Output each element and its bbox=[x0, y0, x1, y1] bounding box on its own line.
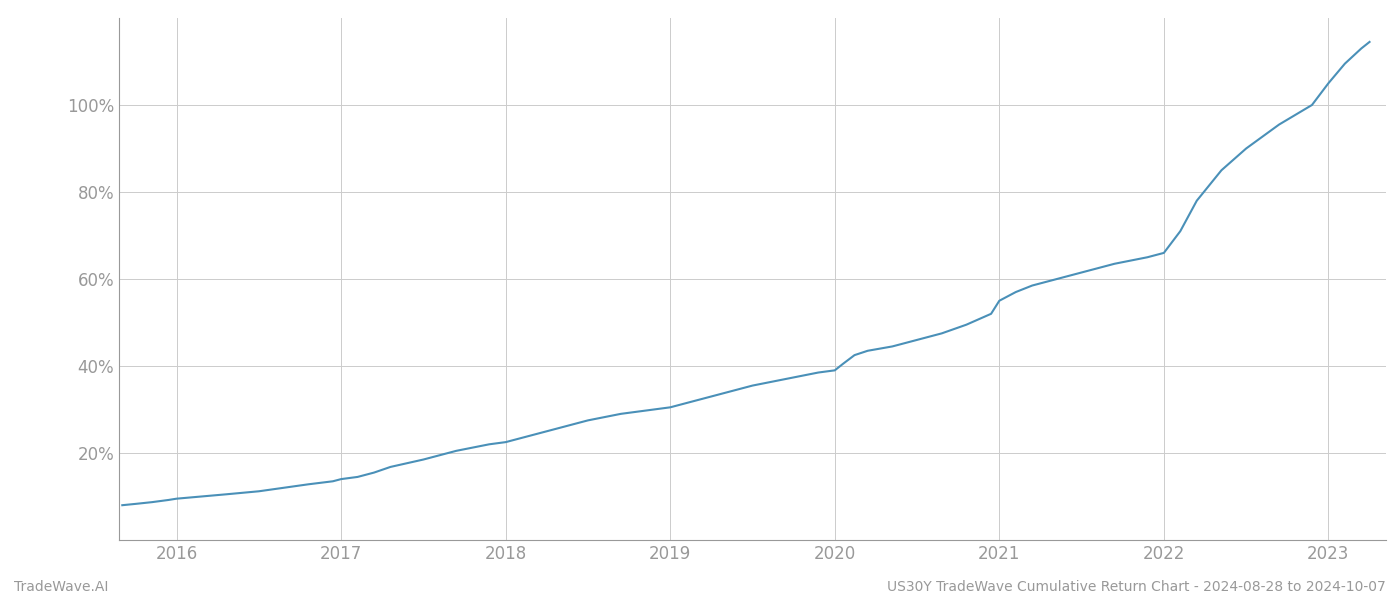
Text: TradeWave.AI: TradeWave.AI bbox=[14, 580, 108, 594]
Text: US30Y TradeWave Cumulative Return Chart - 2024-08-28 to 2024-10-07: US30Y TradeWave Cumulative Return Chart … bbox=[888, 580, 1386, 594]
